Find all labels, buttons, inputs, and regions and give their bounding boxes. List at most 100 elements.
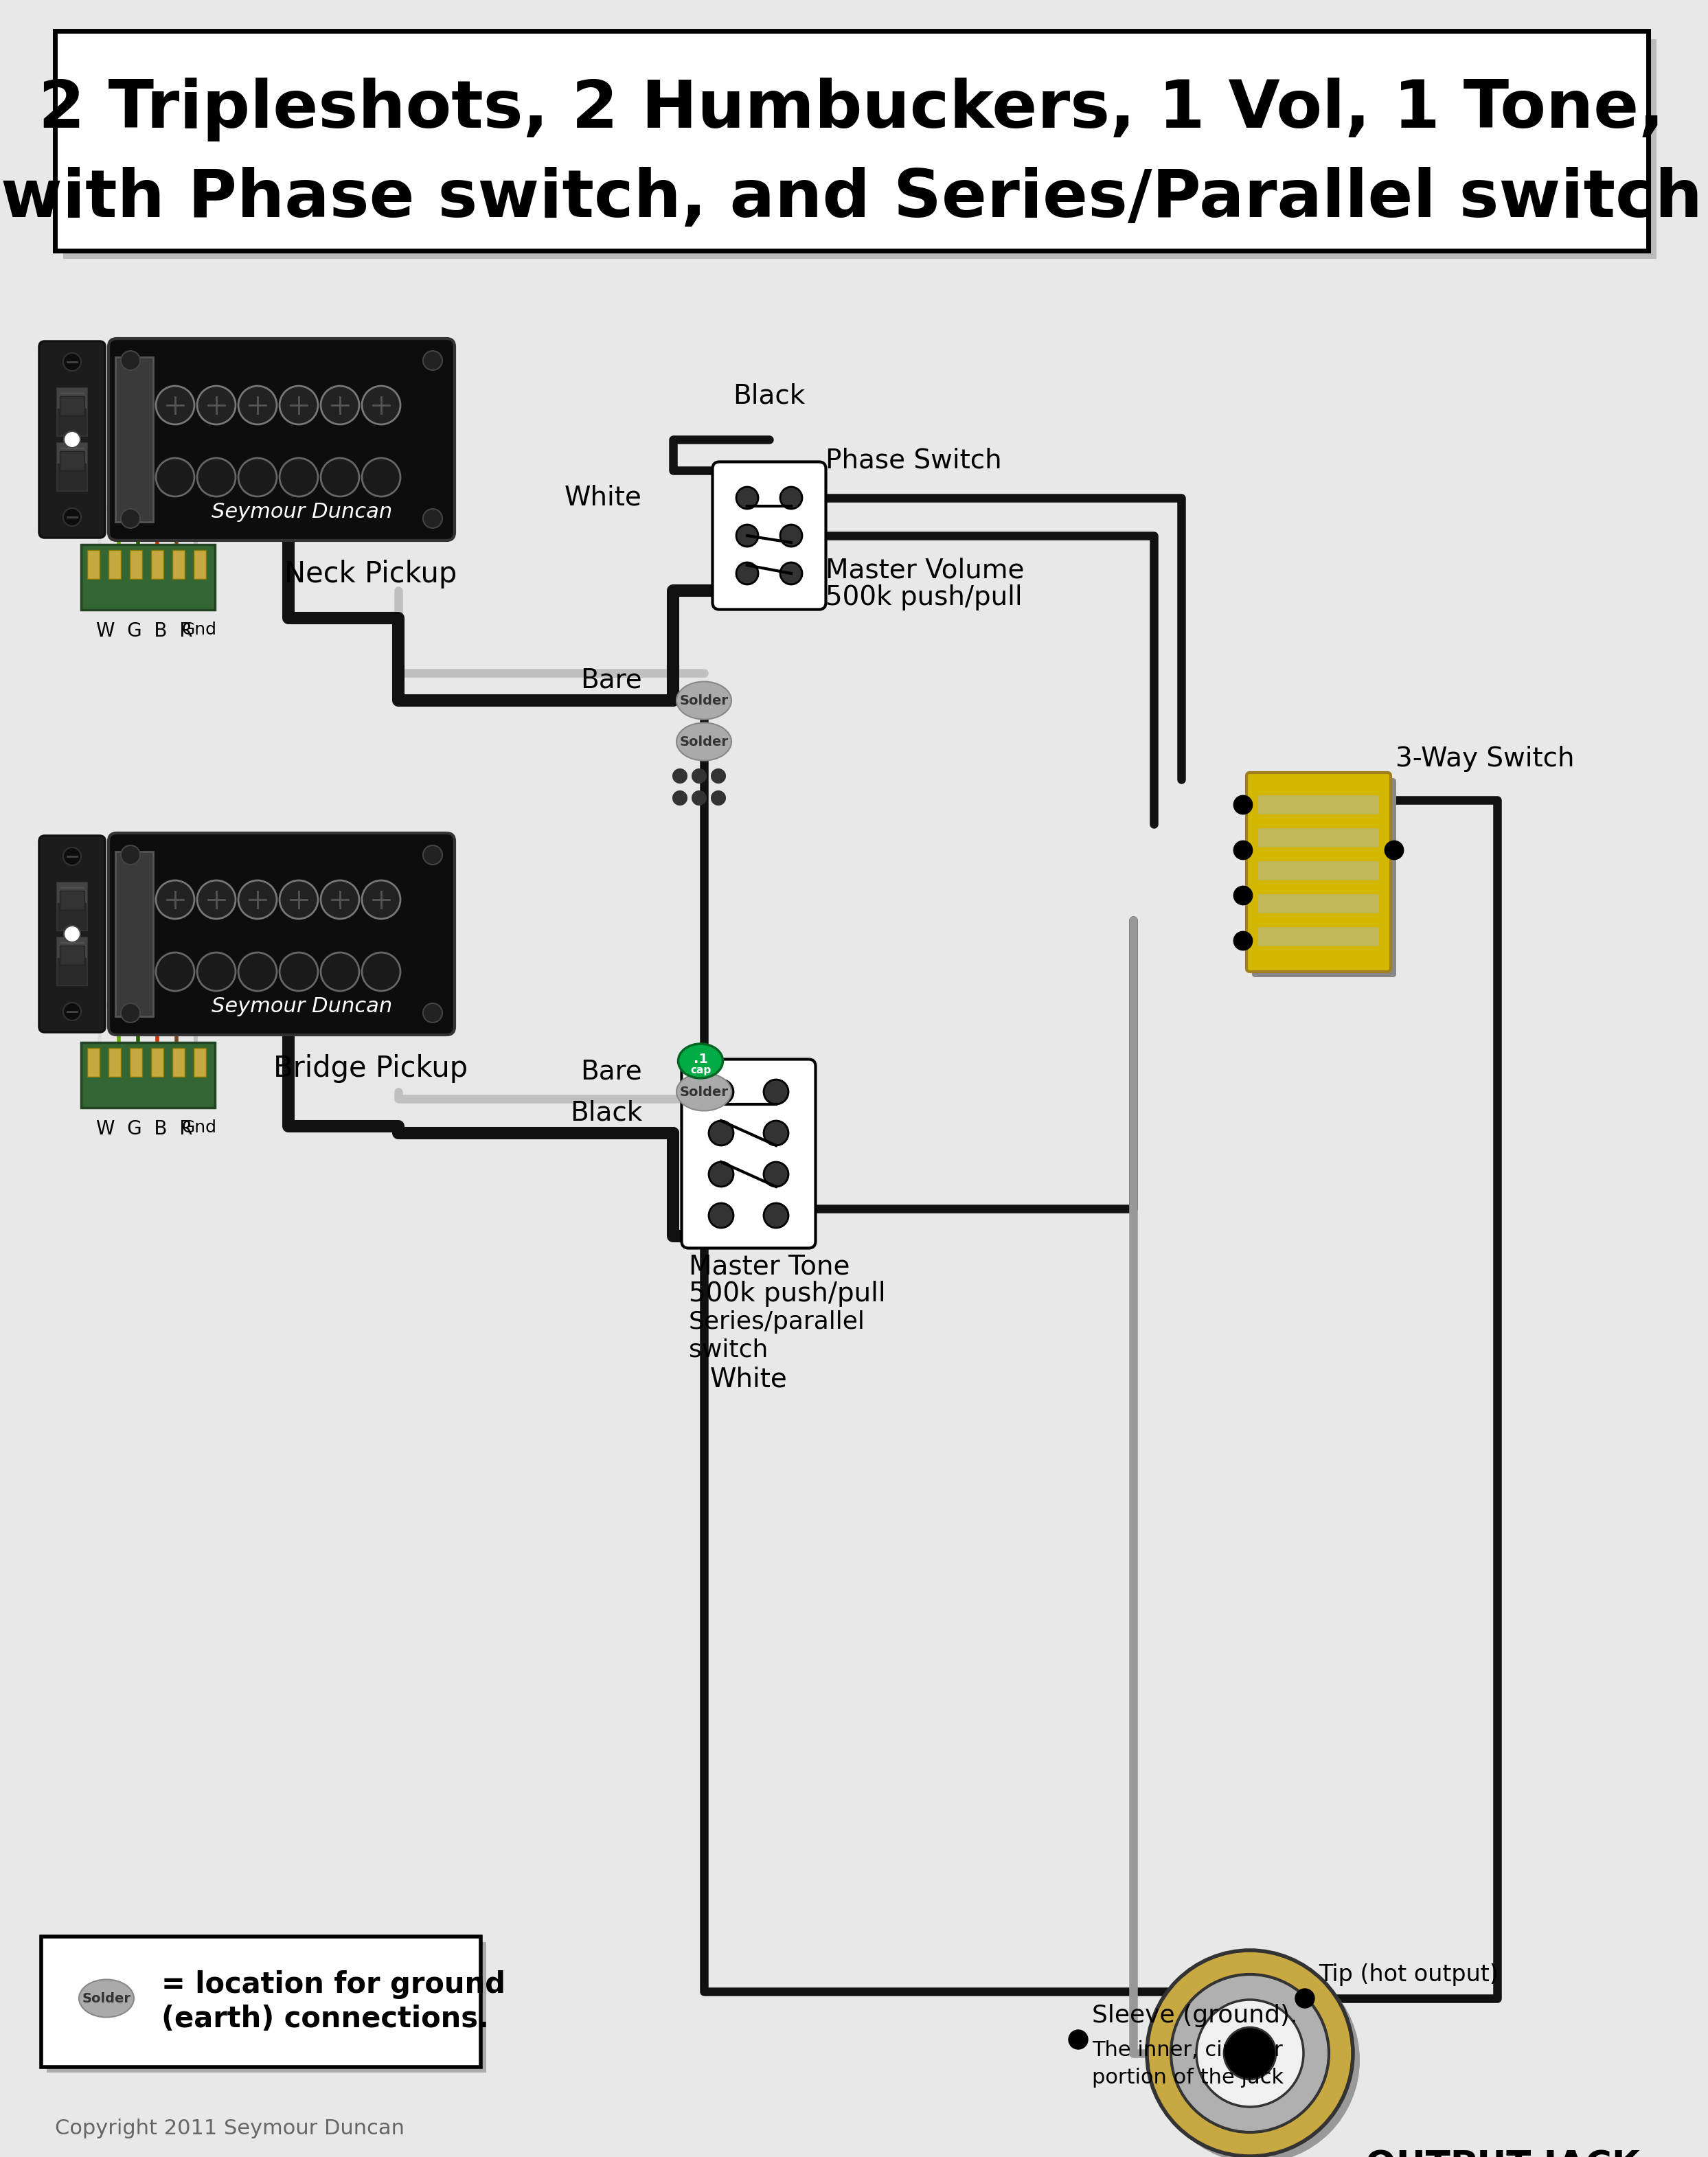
Circle shape [424,1003,442,1022]
Circle shape [673,770,687,783]
Circle shape [321,457,359,496]
Bar [173,1048,184,1076]
Circle shape [155,457,195,496]
Text: switch: switch [688,1337,769,1361]
Bar [56,388,87,436]
Circle shape [736,563,758,585]
Text: W  G  B  R: W G B R [96,621,193,641]
Text: Seymour Duncan: Seymour Duncan [212,997,393,1016]
Circle shape [712,770,726,783]
Bar [60,945,84,964]
Circle shape [709,1078,733,1104]
Circle shape [362,386,400,425]
Text: Series/parallel: Series/parallel [688,1309,866,1333]
Circle shape [63,354,80,371]
Text: White: White [711,1368,787,1393]
Text: Gnd: Gnd [181,621,217,638]
FancyBboxPatch shape [46,1941,487,2073]
Circle shape [763,1078,789,1104]
Text: Solder: Solder [680,695,728,707]
Bar [193,550,205,578]
Ellipse shape [676,723,731,761]
FancyBboxPatch shape [1252,779,1395,977]
Circle shape [321,880,359,919]
Circle shape [709,1163,733,1186]
Circle shape [673,792,687,805]
FancyBboxPatch shape [41,1937,480,2066]
Circle shape [155,386,195,425]
Circle shape [280,386,318,425]
Circle shape [424,509,442,528]
Bar [130,1048,142,1076]
Text: Master Volume: Master Volume [825,557,1025,582]
Text: 500k push/pull: 500k push/pull [688,1281,886,1307]
Text: Neck Pickup: Neck Pickup [285,559,458,589]
Text: 500k push/pull: 500k push/pull [825,585,1023,610]
Circle shape [63,1003,80,1020]
FancyBboxPatch shape [109,339,454,541]
Circle shape [763,1122,789,1145]
Circle shape [709,1122,733,1145]
Ellipse shape [676,1072,731,1111]
Circle shape [424,846,442,865]
Text: Bare: Bare [581,667,642,692]
Text: Seymour Duncan: Seymour Duncan [212,503,393,522]
Bar [56,938,87,958]
Text: Black: Black [570,1100,642,1126]
Bar [60,891,84,910]
Bar [150,550,162,578]
Ellipse shape [79,1980,133,2017]
Bar [108,550,121,578]
Circle shape [763,1204,789,1227]
Text: portion of the jack: portion of the jack [1091,2066,1284,2088]
Bar [60,397,84,416]
Bar [1259,928,1378,947]
Circle shape [196,880,236,919]
Text: Bridge Pickup: Bridge Pickup [273,1055,468,1083]
Circle shape [280,953,318,990]
Text: 2 Tripleshots, 2 Humbuckers, 1 Vol, 1 Tone,: 2 Tripleshots, 2 Humbuckers, 1 Vol, 1 To… [39,78,1664,142]
Bar [1259,796,1378,815]
Circle shape [362,953,400,990]
Text: Solder: Solder [82,1991,132,2004]
Bar [150,1048,162,1076]
Text: (earth) connections.: (earth) connections. [161,2004,488,2034]
Circle shape [321,953,359,990]
Bar [1259,828,1378,848]
Circle shape [712,792,726,805]
Circle shape [362,880,400,919]
Circle shape [1295,1989,1315,2008]
FancyBboxPatch shape [39,835,106,1033]
Circle shape [196,457,236,496]
Text: 3-Way Switch: 3-Way Switch [1395,746,1575,772]
Circle shape [239,953,277,990]
Circle shape [736,487,758,509]
Text: Bare: Bare [581,1059,642,1085]
FancyBboxPatch shape [1247,772,1390,971]
Bar [87,550,99,578]
Text: = location for ground: = location for ground [161,1969,506,2000]
Circle shape [196,953,236,990]
Circle shape [1155,1956,1360,2157]
Circle shape [63,848,80,865]
Text: The inner, circular: The inner, circular [1091,2041,1283,2060]
Circle shape [692,770,705,783]
Circle shape [1235,887,1252,904]
Circle shape [280,880,318,919]
Circle shape [1235,932,1252,949]
Circle shape [121,509,140,528]
Circle shape [736,524,758,546]
Bar [56,442,87,464]
Bar [1259,861,1378,880]
Circle shape [239,386,277,425]
Circle shape [121,1003,140,1022]
Circle shape [781,524,803,546]
Text: Black: Black [733,382,806,408]
Circle shape [63,925,80,943]
Bar [56,442,87,492]
Bar [56,388,87,408]
Text: Master Tone: Master Tone [688,1253,851,1279]
FancyBboxPatch shape [39,341,106,537]
Circle shape [239,457,277,496]
Circle shape [121,352,140,371]
